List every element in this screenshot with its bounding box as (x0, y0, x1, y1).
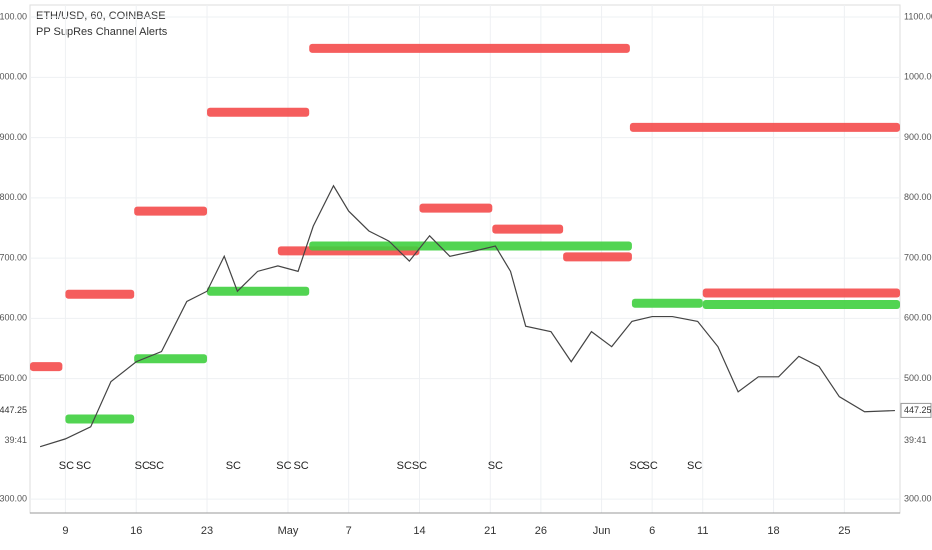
x-tick-label: 26 (535, 525, 547, 537)
chart-title: ETH/USD, 60, COINBASE (36, 10, 166, 22)
resistance-level (30, 362, 63, 372)
x-tick-label: 9 (62, 525, 68, 537)
plot-area (29, 4, 901, 514)
resistance-level (309, 43, 630, 53)
last-price-label: 447.25 (904, 405, 932, 415)
signal-label: SC (59, 460, 74, 472)
chart-subtitle: PP SupRes Channel Alerts (36, 26, 168, 38)
support-level (702, 299, 900, 309)
last-price-label: 447.25 (0, 405, 27, 415)
y-tick-label: 1000.00 (0, 72, 27, 82)
resistance-level (563, 252, 632, 262)
support-level (65, 414, 135, 424)
x-tick-label: 7 (346, 525, 352, 537)
y-tick-label: 600.00 (0, 313, 27, 323)
resistance-level (702, 288, 900, 298)
y-tick-label: 700.00 (0, 252, 27, 262)
signal-label: SC (276, 460, 291, 472)
support-level (631, 298, 703, 308)
y-tick-label: 1100.00 (904, 11, 932, 21)
signal-label: SC (135, 460, 150, 472)
price-line (39, 184, 895, 448)
countdown-label: 39:41 (904, 435, 927, 445)
y-tick-label: 900.00 (904, 132, 932, 142)
last-price-box (900, 402, 932, 418)
y-tick-label: 900.00 (0, 132, 27, 142)
signal-label: SC (488, 460, 503, 472)
y-tick-label: 300.00 (904, 494, 932, 504)
y-tick-label: 700.00 (904, 252, 932, 262)
x-tick-label: 14 (413, 525, 425, 537)
signal-label: SC (412, 460, 427, 472)
resistance-level (419, 203, 493, 213)
signal-label: SC (76, 460, 91, 472)
x-tick-label: 6 (649, 525, 655, 537)
y-tick-label: 1100.00 (0, 11, 27, 21)
x-tick-label: 18 (767, 525, 779, 537)
signal-label: SC (397, 460, 412, 472)
x-tick-label: Jun (593, 525, 611, 537)
y-tick-label: 800.00 (904, 192, 932, 202)
resistance-level (629, 122, 900, 132)
x-tick-label: 16 (130, 525, 142, 537)
signal-label: SC (226, 460, 241, 472)
x-tick-label: 25 (838, 525, 850, 537)
resistance-level (207, 107, 310, 117)
x-tick-label: 11 (697, 525, 708, 537)
resistance-level (65, 289, 135, 299)
signal-label: SC (629, 460, 644, 472)
y-tick-label: 500.00 (904, 373, 932, 383)
countdown-label: 39:41 (4, 435, 27, 445)
x-tick-label: 21 (484, 525, 496, 537)
support-level (309, 241, 632, 251)
x-tick-label: May (278, 525, 299, 537)
support-level (207, 286, 310, 296)
signal-label: SC (149, 460, 164, 472)
y-tick-label: 300.00 (0, 494, 27, 504)
x-tick-label: 23 (201, 525, 213, 537)
y-tick-label: 600.00 (904, 313, 932, 323)
y-tick-label: 1000.00 (904, 72, 932, 82)
signal-label: SC (293, 460, 308, 472)
resistance-level (492, 224, 564, 234)
y-tick-label: 800.00 (0, 192, 27, 202)
signal-label: SC (642, 460, 657, 472)
support-level (134, 354, 208, 364)
signal-label: SC (687, 460, 702, 472)
y-tick-label: 500.00 (0, 373, 27, 383)
resistance-level (134, 206, 208, 216)
